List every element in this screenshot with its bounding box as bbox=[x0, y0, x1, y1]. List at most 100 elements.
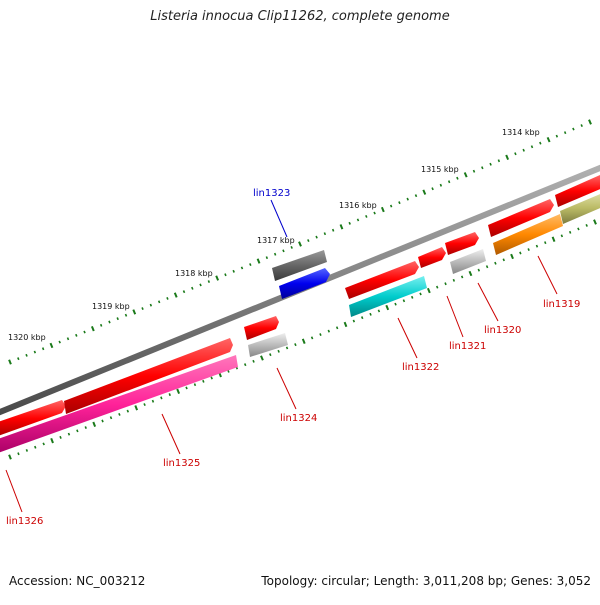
outer-tick bbox=[75, 333, 78, 337]
inner-tick bbox=[143, 403, 146, 407]
gene-arrow-lin1324[interactable] bbox=[244, 316, 279, 340]
outer-tick bbox=[463, 172, 468, 178]
outer-tick bbox=[182, 290, 186, 294]
outer-tick bbox=[249, 263, 252, 267]
outer-tick bbox=[149, 303, 153, 307]
inner-tick bbox=[59, 435, 62, 439]
inner-tick bbox=[252, 359, 255, 363]
inner-tick bbox=[185, 386, 188, 390]
outer-tick bbox=[555, 134, 559, 138]
inner-tick bbox=[426, 287, 431, 294]
gene-arrow-lin1321[interactable] bbox=[418, 247, 446, 268]
gene-label-lin1322[interactable]: lin1322 bbox=[402, 362, 439, 373]
outer-tick bbox=[580, 124, 583, 128]
inner-tick bbox=[67, 432, 71, 436]
kbp-label-1318: 1318 kbp bbox=[175, 269, 213, 278]
inner-tick bbox=[243, 363, 247, 367]
gene-bar-lin1322[interactable] bbox=[349, 276, 427, 317]
outer-tick bbox=[240, 266, 244, 270]
inner-tick bbox=[535, 244, 539, 248]
gene-bar-lin1323-dark[interactable] bbox=[272, 250, 327, 281]
outer-tick bbox=[365, 214, 368, 218]
outer-tick bbox=[414, 194, 418, 198]
outer-tick bbox=[298, 241, 302, 247]
inner-tick bbox=[369, 312, 372, 316]
outer-tick bbox=[331, 228, 335, 232]
inner-tick bbox=[568, 230, 572, 234]
gene-bar-lin1325[interactable] bbox=[0, 355, 238, 454]
inner-tick bbox=[126, 409, 130, 413]
inner-tick bbox=[544, 241, 547, 245]
gene-bar-lin1321[interactable] bbox=[450, 249, 486, 274]
outer-tick bbox=[290, 245, 293, 249]
gene-arrow-lin1318[interactable] bbox=[555, 175, 600, 207]
kbp-label-1314: 1314 kbp bbox=[502, 128, 540, 137]
inner-tick bbox=[76, 429, 79, 433]
gene-bar-lin1319[interactable] bbox=[493, 214, 563, 255]
outer-tick bbox=[530, 145, 534, 149]
gene-arrow-lin1325[interactable] bbox=[64, 338, 233, 414]
inner-tick bbox=[210, 376, 213, 380]
accession-text: Accession: NC_003212 bbox=[9, 574, 146, 588]
outer-tick bbox=[514, 152, 517, 156]
inner-tick bbox=[468, 270, 473, 277]
outer-tick bbox=[481, 166, 484, 170]
leader-lin1320 bbox=[477, 282, 499, 322]
outer-tick bbox=[157, 300, 161, 304]
gene-label-lin1326[interactable]: lin1326 bbox=[6, 516, 43, 527]
outer-tick bbox=[422, 189, 427, 195]
inner-tick bbox=[485, 265, 489, 269]
gene-label-lin1324[interactable]: lin1324 bbox=[280, 413, 317, 424]
gene-label-lin1323[interactable]: lin1323 bbox=[253, 188, 290, 199]
outer-tick bbox=[132, 309, 137, 315]
outer-tick bbox=[25, 353, 28, 357]
inner-tick bbox=[377, 309, 381, 313]
inner-tick bbox=[50, 437, 54, 444]
outer-tick bbox=[49, 342, 54, 349]
inner-tick bbox=[101, 419, 104, 423]
outer-tick bbox=[83, 330, 86, 334]
gene-label-lin1319[interactable]: lin1319 bbox=[543, 299, 580, 310]
gene-arrow-lin1320[interactable] bbox=[445, 232, 479, 255]
gene-label-lin1320[interactable]: lin1320 bbox=[484, 325, 521, 336]
inner-tick bbox=[25, 449, 29, 452]
inner-tick bbox=[394, 302, 397, 306]
inner-tick bbox=[160, 396, 163, 400]
gene-arrow-lin1326[interactable] bbox=[0, 400, 66, 437]
inner-tick bbox=[477, 268, 481, 272]
inner-tick bbox=[585, 223, 588, 227]
gene-bar-lin1324[interactable] bbox=[248, 333, 288, 357]
inner-tick bbox=[419, 292, 422, 296]
gene-bar-lin1318[interactable] bbox=[560, 192, 600, 224]
outer-tick bbox=[539, 141, 542, 145]
outer-tick bbox=[406, 197, 409, 201]
inner-tick bbox=[8, 454, 12, 460]
leader-lin1323 bbox=[270, 199, 288, 238]
gene-arrow-lin1319[interactable] bbox=[488, 199, 554, 237]
inner-tick bbox=[285, 346, 289, 350]
inner-tick bbox=[301, 338, 306, 344]
gene-label-lin1321[interactable]: lin1321 bbox=[449, 341, 486, 352]
outer-tick bbox=[472, 169, 476, 173]
outer-tick bbox=[17, 357, 20, 361]
kbp-label-1316: 1316 kbp bbox=[339, 201, 377, 210]
gene-arrow-lin1323[interactable] bbox=[279, 268, 330, 299]
outer-tick bbox=[282, 249, 285, 253]
outer-tick bbox=[588, 119, 592, 125]
outer-tick bbox=[224, 273, 227, 277]
leader-lin1324 bbox=[276, 367, 297, 410]
outer-tick bbox=[66, 337, 70, 341]
inner-tick bbox=[327, 329, 331, 333]
leader-lin1326 bbox=[5, 469, 23, 513]
feature-track-rna bbox=[0, 192, 600, 454]
inner-tick bbox=[360, 316, 364, 320]
outer-tick bbox=[232, 269, 235, 273]
inner-tick bbox=[385, 304, 390, 311]
outer-tick bbox=[173, 292, 178, 298]
outer-tick bbox=[215, 275, 220, 281]
gene-arrow-lin1322-fwd[interactable] bbox=[345, 261, 419, 299]
leader-lin1319 bbox=[537, 255, 558, 295]
kbp-label-1315: 1315 kbp bbox=[421, 165, 459, 174]
gene-label-lin1325[interactable]: lin1325 bbox=[163, 458, 200, 469]
